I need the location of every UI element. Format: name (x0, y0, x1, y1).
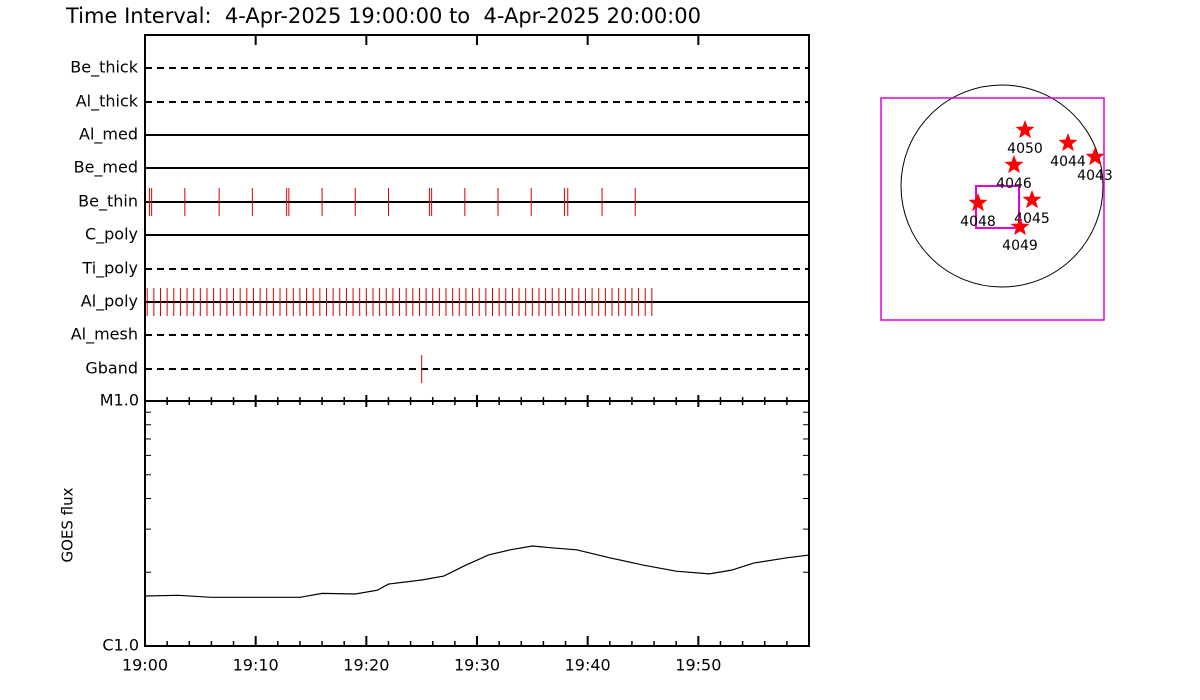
x-tick-label: 19:00 (122, 656, 168, 675)
x-tick-label: 19:20 (343, 656, 389, 675)
region-label: 4049 (1002, 238, 1038, 254)
region-label: 4043 (1077, 168, 1113, 184)
region-star (1022, 190, 1042, 209)
title: Time Interval: 4-Apr-2025 19:00:00 to 4-… (65, 4, 701, 28)
x-tick-label: 19:30 (454, 656, 500, 675)
x-tick-label: 19:10 (233, 656, 279, 675)
goes-curve (144, 545, 810, 598)
filter-label: Al_thick (76, 92, 139, 112)
region-label: 4045 (1014, 211, 1050, 227)
y-tick-label: C1.0 (102, 636, 139, 655)
fov-box (880, 97, 1105, 321)
y-tick-label: M1.0 (100, 391, 139, 410)
goes-frame (144, 400, 810, 647)
region-star (1085, 147, 1105, 166)
filter-label: Be_thin (78, 192, 138, 212)
region-star (1010, 217, 1030, 236)
region-star (1058, 133, 1078, 152)
timeline-frame (144, 34, 810, 402)
filter-label: C_poly (85, 225, 138, 245)
filter-label: Be_med (74, 158, 138, 178)
filter-label: Al_poly (81, 292, 138, 312)
filter-label: Al_med (79, 125, 138, 145)
sun-disk (900, 84, 1104, 288)
x-tick-label: 19:50 (675, 656, 721, 675)
region-star (1004, 155, 1024, 174)
filter-label: Gband (85, 359, 138, 378)
region-label: 4050 (1007, 141, 1043, 157)
x-tick-label: 19:40 (565, 656, 611, 675)
region-label: 4048 (960, 214, 996, 230)
filter-label: Ti_poly (81, 259, 138, 279)
region-star (1015, 120, 1035, 139)
filter-label: Al_mesh (71, 325, 138, 345)
region-star (968, 193, 988, 212)
region-label: 4044 (1050, 154, 1086, 170)
region-label: 4046 (996, 176, 1032, 192)
y-axis-label: GOES flux (59, 487, 77, 562)
filter-label: Be_thick (70, 58, 138, 78)
